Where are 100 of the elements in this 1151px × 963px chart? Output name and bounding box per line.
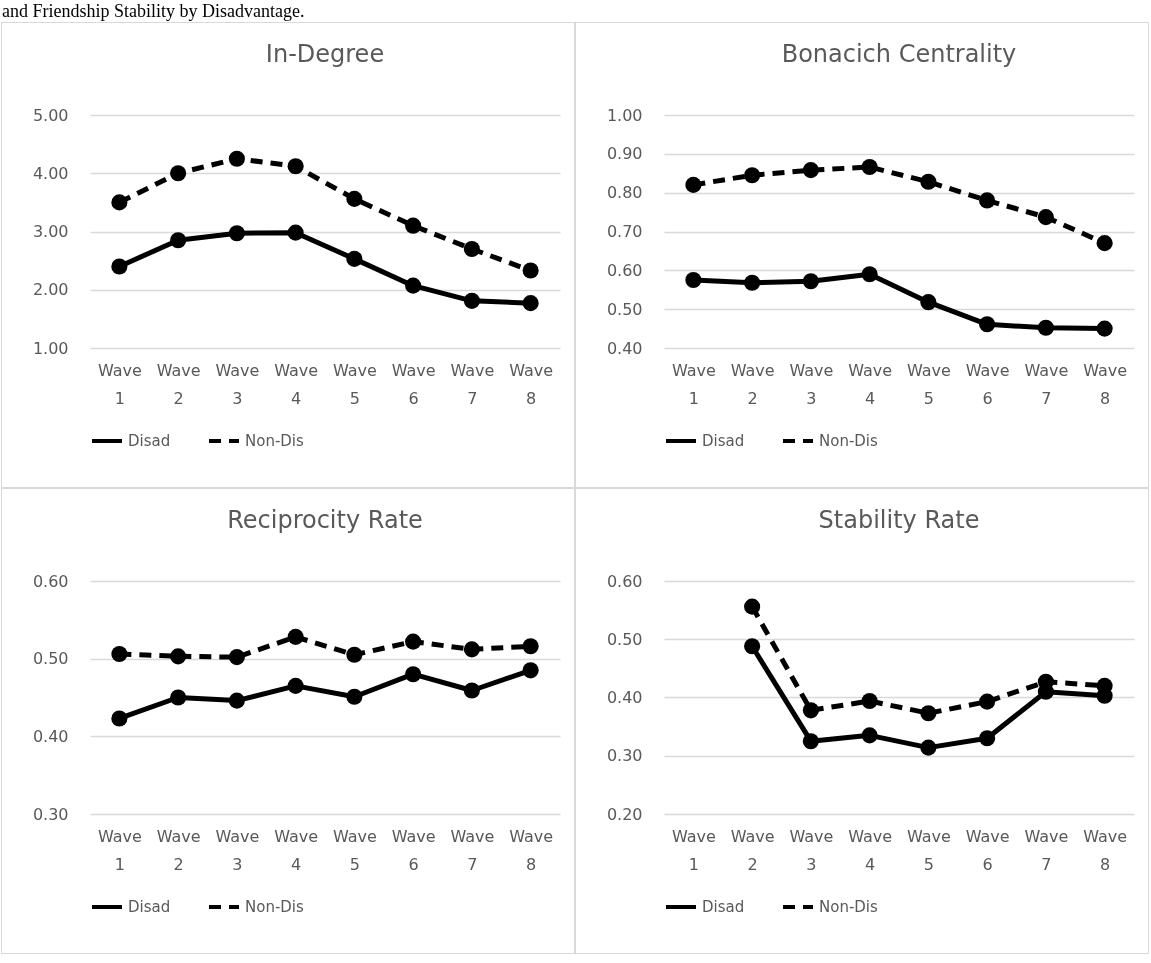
- y-tick-label: 2.00: [32, 280, 69, 300]
- x-tick-label: Wave 6: [391, 826, 436, 874]
- point: [170, 648, 187, 665]
- x-tick-label: Wave 5: [906, 826, 951, 874]
- point: [170, 165, 187, 182]
- y-tick-label: 0.20: [606, 804, 643, 824]
- point: [522, 295, 539, 312]
- point: [228, 692, 245, 709]
- x-tick-label: Wave 1: [671, 826, 716, 874]
- point: [861, 158, 878, 176]
- point: [405, 217, 422, 234]
- point: [861, 692, 878, 710]
- legend-label: Non-Dis: [819, 898, 879, 916]
- legend-label: Disad: [702, 432, 745, 450]
- point: [287, 677, 304, 694]
- point: [111, 645, 128, 663]
- y-tick-label: 1.00: [606, 105, 643, 125]
- point: [1096, 320, 1113, 337]
- point: [802, 733, 819, 750]
- point: [1037, 209, 1054, 226]
- x-tick-label: Wave 4: [274, 360, 319, 408]
- point: [522, 662, 539, 679]
- y-tick-label: 0.90: [606, 144, 643, 164]
- y-tick-label: 0.70: [606, 222, 643, 241]
- point: [979, 730, 996, 747]
- point: [920, 739, 937, 756]
- point: [920, 294, 937, 311]
- chart-title: In-Degree: [265, 40, 385, 68]
- point: [463, 292, 480, 309]
- x-tick-label: Wave 8: [1083, 360, 1128, 408]
- y-tick-label: 0.40: [606, 688, 643, 707]
- point: [522, 638, 539, 655]
- x-tick-label: Wave 1: [97, 360, 142, 408]
- point: [802, 702, 819, 719]
- legend-label: Non-Dis: [245, 432, 305, 450]
- y-tick-label: 5.00: [32, 105, 69, 125]
- point: [802, 162, 819, 179]
- point: [346, 688, 363, 705]
- legend-label: Disad: [128, 898, 171, 916]
- point: [979, 693, 996, 710]
- text: and Friendship Stability by Disadvantage.: [1, 0, 306, 22]
- x-tick-label: Wave 3: [789, 826, 834, 874]
- point: [685, 176, 702, 193]
- legend-label: Non-Dis: [819, 432, 879, 450]
- point: [228, 150, 245, 167]
- y-tick-label: 0.30: [606, 746, 643, 766]
- point: [744, 598, 761, 615]
- y-tick-label: 0.60: [606, 571, 643, 591]
- x-tick-label: Wave 8: [509, 360, 554, 408]
- x-tick-label: Wave 7: [1024, 826, 1069, 874]
- point: [346, 190, 363, 207]
- point: [979, 316, 996, 333]
- point: [979, 192, 996, 209]
- chart-title: Stability Rate: [818, 506, 980, 534]
- point: [228, 649, 245, 666]
- y-tick-label: 0.40: [32, 726, 69, 746]
- point: [463, 240, 480, 258]
- y-tick-label: 0.50: [32, 649, 69, 669]
- x-tick-label: Wave 1: [97, 826, 142, 874]
- x-tick-label: Wave 7: [1024, 360, 1069, 408]
- x-tick-label: Wave 2: [156, 826, 201, 874]
- point: [861, 266, 878, 283]
- point: [463, 682, 480, 699]
- point: [744, 638, 761, 655]
- x-tick-label: Wave 6: [965, 826, 1010, 874]
- x-tick-label: Wave 8: [509, 826, 554, 874]
- y-tick-label: 4.00: [32, 163, 69, 183]
- x-tick-label: Wave 3: [789, 360, 834, 408]
- point: [920, 705, 937, 722]
- y-tick-label: 0.50: [606, 629, 643, 649]
- point: [744, 167, 761, 184]
- legend-label: Disad: [128, 432, 171, 450]
- x-tick-label: Wave 8: [1083, 826, 1128, 874]
- y-tick-label: 0.80: [606, 183, 643, 203]
- point: [920, 173, 937, 190]
- point: [287, 224, 304, 241]
- x-tick-label: Wave 7: [450, 360, 495, 408]
- x-tick-label: Wave 5: [332, 360, 377, 408]
- point: [405, 633, 422, 650]
- point: [861, 727, 878, 744]
- point: [346, 250, 363, 267]
- point: [522, 262, 539, 279]
- y-tick-label: 0.60: [32, 571, 69, 591]
- x-tick-label: Wave 3: [215, 826, 260, 874]
- point: [1037, 319, 1054, 336]
- point: [744, 274, 761, 291]
- x-tick-label: Wave 2: [156, 360, 201, 408]
- x-tick-label: Wave 5: [906, 360, 951, 408]
- point: [463, 641, 480, 658]
- point: [287, 158, 304, 175]
- point: [111, 194, 128, 211]
- x-tick-label: Wave 7: [450, 826, 495, 874]
- point: [802, 273, 819, 290]
- y-tick-label: 0.30: [32, 804, 69, 824]
- x-tick-label: Wave 6: [965, 360, 1010, 408]
- point: [1096, 235, 1113, 252]
- x-tick-label: Wave 3: [215, 360, 260, 408]
- point: [228, 225, 245, 242]
- y-tick-label: 3.00: [32, 222, 69, 241]
- x-tick-label: Wave 6: [391, 360, 436, 408]
